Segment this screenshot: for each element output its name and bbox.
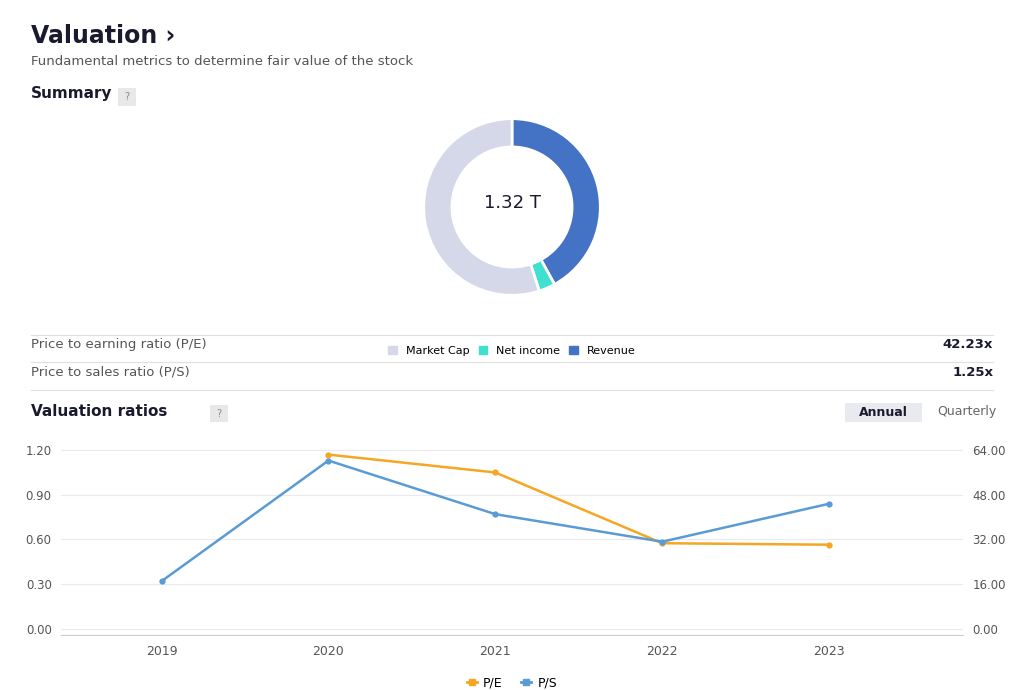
Text: Quarterly: Quarterly: [937, 405, 996, 418]
Text: Summary: Summary: [31, 86, 113, 101]
Text: 42.23x: 42.23x: [943, 338, 993, 351]
Text: Valuation ›: Valuation ›: [31, 24, 175, 48]
Text: Fundamental metrics to determine fair value of the stock: Fundamental metrics to determine fair va…: [31, 55, 413, 68]
Legend: P/E, P/S: P/E, P/S: [462, 672, 562, 690]
Text: Price to earning ratio (P/E): Price to earning ratio (P/E): [31, 338, 207, 351]
Legend: Market Cap, Net income, Revenue: Market Cap, Net income, Revenue: [384, 342, 640, 360]
Wedge shape: [424, 119, 540, 295]
Text: ?: ?: [124, 92, 130, 102]
Text: Price to sales ratio (P/S): Price to sales ratio (P/S): [31, 366, 189, 379]
Wedge shape: [530, 259, 555, 291]
Text: 1.25x: 1.25x: [952, 366, 993, 379]
Wedge shape: [512, 119, 600, 284]
Text: ?: ?: [216, 408, 222, 419]
Text: Annual: Annual: [859, 406, 907, 419]
Text: 1.32 T: 1.32 T: [483, 195, 541, 213]
Text: Valuation ratios: Valuation ratios: [31, 404, 167, 419]
